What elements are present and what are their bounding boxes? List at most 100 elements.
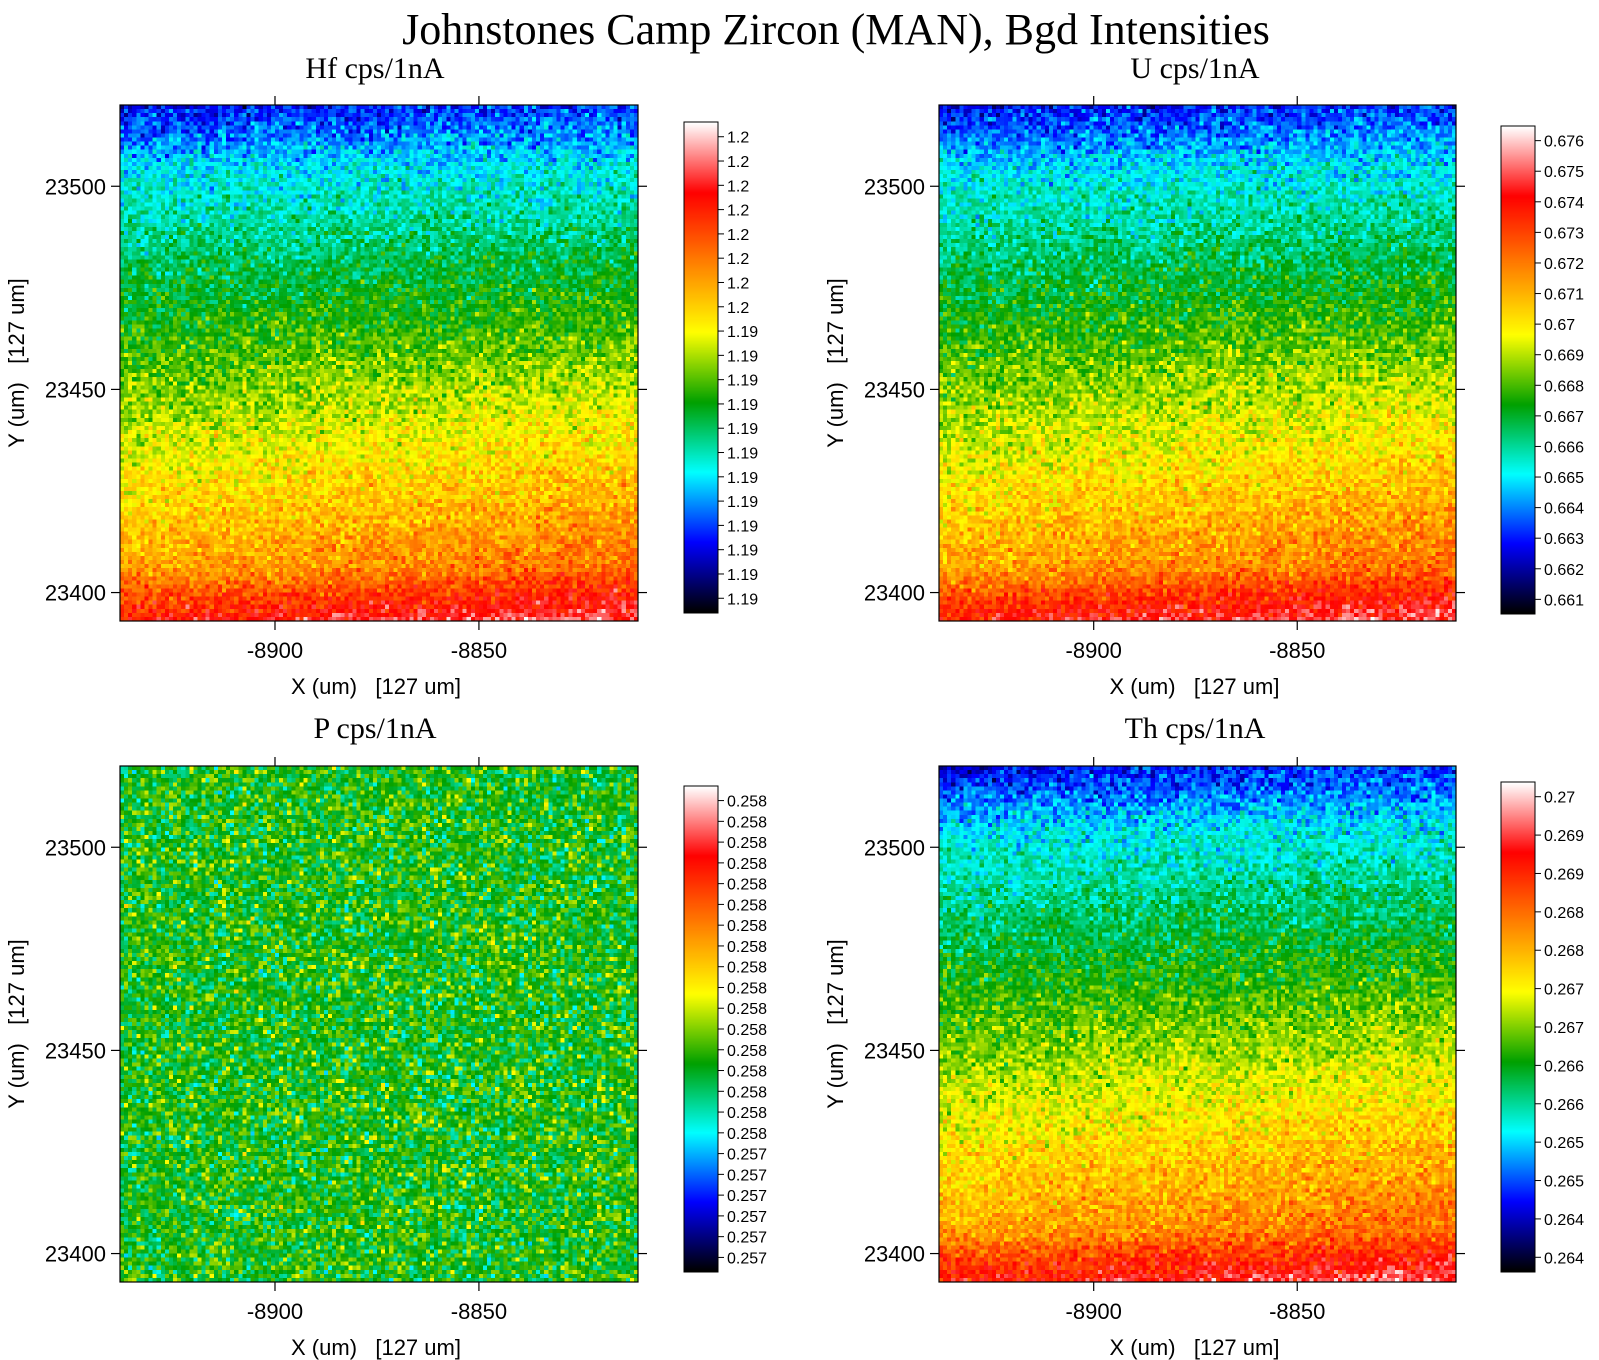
colorbar-label: 0.258 xyxy=(727,877,767,894)
y-tick-label: 23450 xyxy=(45,377,106,402)
colorbar-label: 0.258 xyxy=(727,1084,767,1101)
colorbar-label: 1.19 xyxy=(727,373,758,390)
colorbar xyxy=(684,786,718,1272)
colorbar-label: 0.27 xyxy=(1544,790,1575,807)
colorbar-label: 0.257 xyxy=(727,1167,767,1184)
colorbar-label: 0.257 xyxy=(727,1188,767,1205)
y-tick-label: 23500 xyxy=(45,835,106,860)
colorbar-label: 0.257 xyxy=(727,1209,767,1226)
colorbar-label: 0.674 xyxy=(1544,195,1584,212)
x-axis-label: X (um) [127 um] xyxy=(291,1335,461,1360)
y-tick-label: 23500 xyxy=(45,174,106,199)
colorbar-label: 0.257 xyxy=(727,1230,767,1247)
colorbar-label: 0.258 xyxy=(727,897,767,914)
colorbar-label: 0.265 xyxy=(1544,1135,1584,1152)
colorbar-label: 0.258 xyxy=(727,1001,767,1018)
colorbar-label: 1.2 xyxy=(727,130,749,147)
x-tick-label: -8850 xyxy=(451,638,507,663)
heatmap-image xyxy=(939,766,1456,1282)
colorbar xyxy=(684,122,718,613)
colorbar-label: 1.19 xyxy=(727,518,758,535)
panel-2: P cps/1nA -8900 -8850 23400 23450 23500 X (um)… xyxy=(4,712,767,1360)
colorbar-label: 0.671 xyxy=(1544,287,1584,304)
y-axis-label: Y (um) [127 um] xyxy=(823,278,848,448)
colorbar-label: 1.19 xyxy=(727,324,758,341)
colorbar-label: 0.257 xyxy=(727,1147,767,1164)
panel-3: Th cps/1nA -8900 -8850 23400 23450 23500 X (um… xyxy=(823,712,1584,1360)
heatmap-image xyxy=(939,105,1456,621)
colorbar-frame xyxy=(683,121,719,614)
colorbar-label: 0.258 xyxy=(727,939,767,956)
x-axis-label: X (um) [127 um] xyxy=(1110,1335,1280,1360)
colorbar-label: 1.2 xyxy=(727,251,749,268)
y-tick-label: 23400 xyxy=(45,1242,106,1267)
heatmap-image xyxy=(120,766,638,1282)
colorbar-label: 0.258 xyxy=(727,1022,767,1039)
colorbar-label: 1.2 xyxy=(727,203,749,220)
colorbar-label: 0.665 xyxy=(1544,470,1584,487)
colorbar-label: 1.2 xyxy=(727,275,749,292)
colorbar-label: 0.258 xyxy=(727,918,767,935)
plot-frame xyxy=(938,104,1457,622)
colorbar-label: 1.19 xyxy=(727,543,758,560)
y-tick-label: 23500 xyxy=(864,174,925,199)
x-tick-label: -8900 xyxy=(1066,1299,1122,1324)
colorbar-label: 1.2 xyxy=(727,227,749,244)
x-tick-label: -8850 xyxy=(451,1299,507,1324)
x-tick-label: -8900 xyxy=(247,638,303,663)
figure-title: Johnstones Camp Zircon (MAN), Bgd Intens… xyxy=(402,5,1270,54)
colorbar-label: 1.19 xyxy=(727,591,758,608)
colorbar xyxy=(1501,126,1535,614)
x-tick-label: -8850 xyxy=(1269,638,1325,663)
plot-frame xyxy=(938,765,1457,1283)
y-tick-label: 23400 xyxy=(864,581,925,606)
y-tick-label: 23400 xyxy=(864,1242,925,1267)
colorbar-label: 0.269 xyxy=(1544,866,1584,883)
colorbar-label: 0.264 xyxy=(1544,1250,1584,1267)
colorbar-label: 0.265 xyxy=(1544,1174,1584,1191)
y-tick-label: 23450 xyxy=(864,1038,925,1063)
y-tick-label: 23450 xyxy=(45,1038,106,1063)
colorbar-label: 0.258 xyxy=(727,1064,767,1081)
panels: Hf cps/1nA -8900 -8850 23400 23450 23500 X (um… xyxy=(4,52,1584,1360)
panel-title: U cps/1nA xyxy=(1130,52,1259,85)
colorbar-label: 1.19 xyxy=(727,348,758,365)
colorbar-label: 1.19 xyxy=(727,494,758,511)
colorbar-label: 1.19 xyxy=(727,446,758,463)
colorbar-label: 0.667 xyxy=(1544,409,1584,426)
colorbar-label: 1.19 xyxy=(727,397,758,414)
colorbar-label: 0.258 xyxy=(727,794,767,811)
plot-frame xyxy=(119,104,639,622)
colorbar-label: 0.258 xyxy=(727,1126,767,1143)
panel-title: Hf cps/1nA xyxy=(305,52,444,85)
panel-title: P cps/1nA xyxy=(313,712,436,745)
colorbar-label: 0.668 xyxy=(1544,378,1584,395)
colorbar-label: 0.258 xyxy=(727,960,767,977)
x-tick-label: -8900 xyxy=(1066,638,1122,663)
colorbar-label: 0.266 xyxy=(1544,1097,1584,1114)
colorbar-label: 0.267 xyxy=(1544,982,1584,999)
colorbar-label: 0.663 xyxy=(1544,531,1584,548)
colorbar-label: 0.269 xyxy=(1544,828,1584,845)
colorbar-label: 0.268 xyxy=(1544,905,1584,922)
colorbar-label: 0.67 xyxy=(1544,317,1575,334)
colorbar-label: 0.258 xyxy=(727,835,767,852)
colorbar-label: 0.266 xyxy=(1544,1058,1584,1075)
colorbar-label: 1.19 xyxy=(727,470,758,487)
y-tick-label: 23500 xyxy=(864,835,925,860)
panel-1: U cps/1nA -8900 -8850 23400 23450 23500 X (um)… xyxy=(823,52,1584,699)
heatmap-image xyxy=(120,105,638,621)
colorbar-label: 1.2 xyxy=(727,300,749,317)
colorbar-label: 0.666 xyxy=(1544,439,1584,456)
colorbar-label: 1.2 xyxy=(727,178,749,195)
colorbar-label: 0.672 xyxy=(1544,256,1584,273)
colorbar-label: 0.258 xyxy=(727,1043,767,1060)
plot-frame xyxy=(119,765,639,1283)
colorbar-label: 1.2 xyxy=(727,154,749,171)
colorbar-label: 0.669 xyxy=(1544,348,1584,365)
panel-0: Hf cps/1nA -8900 -8850 23400 23450 23500 X (um… xyxy=(4,52,758,699)
colorbar-label: 0.258 xyxy=(727,980,767,997)
colorbar-label: 0.662 xyxy=(1544,562,1584,579)
x-tick-label: -8850 xyxy=(1269,1299,1325,1324)
x-axis-label: X (um) [127 um] xyxy=(291,674,461,699)
